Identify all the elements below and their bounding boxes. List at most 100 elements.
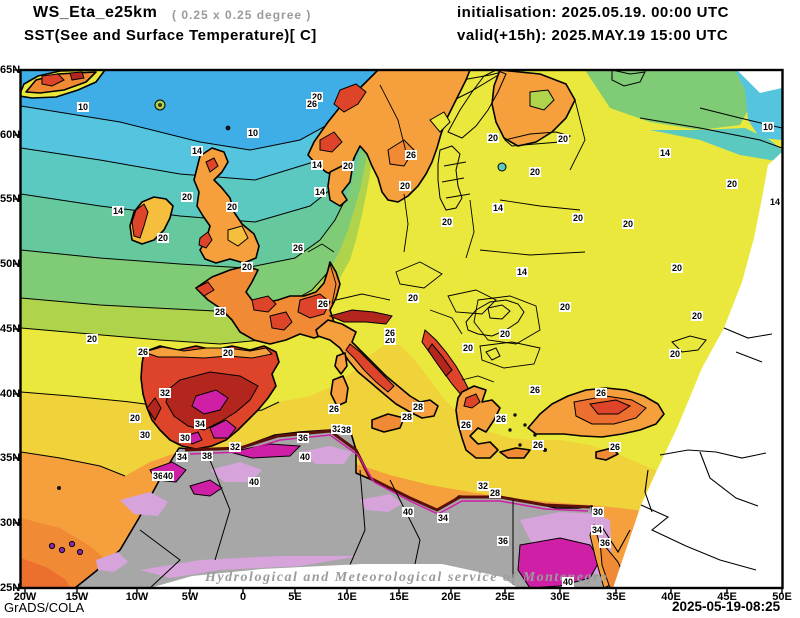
contour-label: 20	[180, 192, 194, 202]
baltic-sea	[437, 70, 572, 211]
contour-label: 14	[310, 160, 324, 170]
contour-label: 34	[436, 513, 450, 523]
axis-ticks	[14, 69, 783, 594]
contour-label: 34	[175, 452, 189, 462]
contour-label: 34	[193, 419, 207, 429]
contour-label: 28	[400, 412, 414, 422]
greece	[455, 385, 547, 459]
contour-label: 30	[591, 507, 605, 517]
contour-label: 20	[398, 181, 412, 191]
contour-label: 20	[461, 343, 475, 353]
contour-label: 28	[213, 307, 227, 317]
contour-label: 26	[494, 414, 508, 424]
contour-label: 26	[136, 347, 150, 357]
contour-label: 26	[305, 99, 319, 109]
lat-tick-label: 50N	[0, 258, 21, 270]
contour-label: 14	[515, 267, 529, 277]
lon-tick-label: 0	[239, 591, 247, 603]
contour-label: 30	[178, 433, 192, 443]
contour-label: 20	[240, 262, 254, 272]
contour-label: 20	[128, 413, 142, 423]
contour-label: 20	[725, 179, 739, 189]
lon-tick-label: 50E	[772, 591, 792, 603]
contour-label: 40	[401, 507, 415, 517]
contour-label: 36	[496, 536, 510, 546]
lon-tick-label: 5E	[288, 591, 302, 603]
lat-tick-label: 25N	[0, 582, 21, 594]
contour-label: 20	[406, 293, 420, 303]
lat-tick-label: 60N	[0, 129, 21, 141]
country-borders	[307, 84, 586, 383]
variable-title: SST(See and Surface Temperature)[ C]	[24, 27, 317, 44]
contour-label: 32	[476, 481, 490, 491]
contour-label: 20	[310, 92, 324, 102]
contour-label: 26	[291, 243, 305, 253]
contour-label: 38	[200, 451, 214, 461]
lon-tick-label: 45E	[717, 591, 737, 603]
contour-label: 26	[383, 328, 397, 338]
north-africa	[74, 429, 627, 588]
contour-label: 14	[313, 187, 327, 197]
lat-tick-label: 55N	[0, 193, 21, 205]
contour-label: 20	[558, 302, 572, 312]
lon-tick-label: 25E	[495, 591, 515, 603]
contour-label: 38	[339, 425, 353, 435]
contour-label: 26	[531, 440, 545, 450]
contour-label: 26	[316, 299, 330, 309]
contour-label: 20	[621, 219, 635, 229]
contour-label: 26	[459, 420, 473, 430]
contour-label: 20	[225, 202, 239, 212]
shetland-islands	[225, 125, 231, 131]
contour-label: 20	[341, 161, 355, 171]
contour-label: 20	[670, 263, 684, 273]
contour-label: 40	[298, 452, 312, 462]
contour-label: 20	[690, 311, 704, 321]
lon-tick-label: 5W	[181, 591, 199, 603]
contour-label: 30	[138, 430, 152, 440]
contour-label: 40	[161, 471, 175, 481]
contour-label: 20	[85, 334, 99, 344]
lat-tick-label: 65N	[0, 64, 21, 76]
contour-label: 14	[111, 206, 125, 216]
contour-label: 20	[156, 233, 170, 243]
contour-label: 26	[594, 388, 608, 398]
lat-tick-label: 35N	[0, 452, 21, 464]
contour-label: 28	[411, 402, 425, 412]
lon-tick-label: 40E	[661, 591, 681, 603]
lon-tick-label: 35E	[606, 591, 626, 603]
contour-label: 14	[491, 203, 505, 213]
contour-label: 36	[151, 471, 165, 481]
italy	[315, 309, 439, 433]
contour-label: 32	[330, 424, 344, 434]
contour-label: 32	[228, 442, 242, 452]
contour-label: 40	[561, 577, 575, 587]
contour-label: 20	[486, 133, 500, 143]
iceland	[20, 70, 106, 99]
contour-label: 10	[76, 102, 90, 112]
contour-label: 34	[590, 525, 604, 535]
contour-label: 20	[528, 167, 542, 177]
contour-label: 26	[404, 150, 418, 160]
lon-tick-label: 15E	[389, 591, 409, 603]
contour-label: 10	[246, 128, 260, 138]
white-sea	[611, 70, 646, 87]
watermark: Hydrological and Meteorological service …	[205, 570, 609, 585]
valid-time: valid(+15h): 2025.MAY.19 15:00 UTC	[457, 27, 729, 44]
turkey	[527, 387, 665, 461]
lat-tick-label: 45N	[0, 323, 21, 335]
contour-label: 14	[190, 146, 204, 156]
contour-label: 20	[556, 134, 570, 144]
contour-label: 32	[158, 388, 172, 398]
carpathians-cold-area	[465, 299, 525, 337]
contour-label: 28	[488, 488, 502, 498]
lon-tick-label: 10E	[337, 591, 357, 603]
contour-label: 26	[528, 385, 542, 395]
initialisation-time: initialisation: 2025.05.19. 00:00 UTC	[457, 4, 729, 21]
lon-tick-label: 20E	[441, 591, 461, 603]
model-name: WS_Eta_e25km	[33, 4, 158, 21]
contour-label: 36	[598, 538, 612, 548]
contour-label: 20	[668, 349, 682, 359]
lat-tick-label: 40N	[0, 388, 21, 400]
contour-label: 10	[761, 122, 775, 132]
